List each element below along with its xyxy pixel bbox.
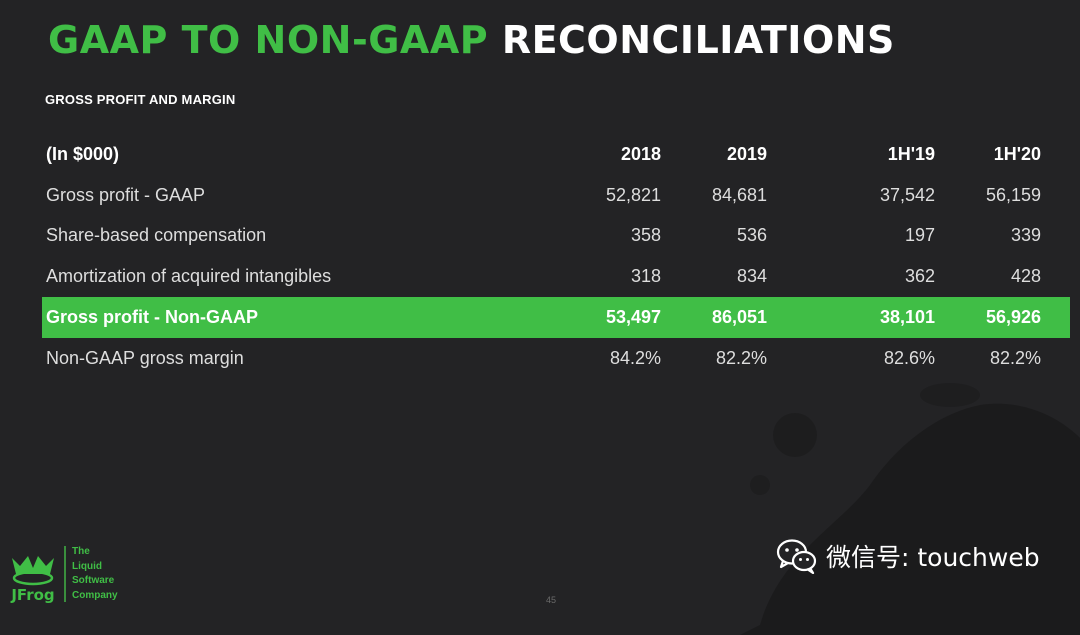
column-header-2018: 2018 — [620, 143, 661, 164]
wechat-icon — [776, 539, 817, 574]
table-cell: 84,681 — [711, 184, 767, 205]
table-cell: 86,051 — [661, 297, 767, 338]
table-cell: 318 — [630, 266, 661, 287]
table-cell: 358 — [630, 225, 661, 246]
table-cell: 82.2% — [989, 347, 1041, 368]
section-subtitle: GROSS PROFIT AND MARGIN — [45, 92, 236, 107]
table-cell: 38,101 — [829, 297, 935, 338]
table-row: Non-GAAP gross margin 84.2% 82.2% 82.6% … — [42, 338, 1070, 379]
unit-label: (In $000) — [46, 143, 120, 164]
row-label: Gross profit - Non-GAAP — [42, 297, 504, 338]
jfrog-logo: JFrog — [10, 556, 55, 604]
column-header-1h20: 1H'20 — [993, 143, 1041, 164]
table-header-row: (In $000) 2018 2019 1H'19 1H'20 — [42, 134, 1070, 175]
table-cell: 834 — [736, 266, 767, 287]
table-row: Amortization of acquired intangibles 318… — [42, 256, 1070, 297]
title-green-part: GAAP TO NON-GAAP — [48, 18, 489, 62]
background-splash-graphic — [740, 383, 1080, 635]
tagline-line: Software — [72, 575, 115, 586]
table-cell: 53,497 — [504, 297, 661, 338]
logo-wordmark: JFrog — [10, 586, 54, 604]
tagline-line: Liquid — [72, 560, 102, 572]
table-cell: 362 — [904, 266, 935, 287]
logo-divider — [64, 546, 66, 602]
table-cell: 197 — [904, 225, 935, 246]
table-cell: 82.2% — [715, 347, 767, 368]
table-cell: 82.6% — [883, 347, 935, 368]
row-label: Gross profit - GAAP — [46, 184, 206, 205]
table-cell: 84.2% — [609, 347, 661, 368]
row-label: Share-based compensation — [46, 225, 267, 246]
row-label: Amortization of acquired intangibles — [46, 266, 332, 287]
table-cell: 52,821 — [605, 184, 661, 205]
title-white-part: RECONCILIATIONS — [501, 18, 895, 62]
table-cell: 56,159 — [985, 184, 1041, 205]
page-title: GAAP TO NON-GAAP RECONCILIATIONS — [48, 18, 895, 62]
column-header-2019: 2019 — [726, 143, 767, 164]
table-cell: 339 — [1010, 225, 1041, 246]
tagline-line: The — [72, 546, 90, 557]
highlighted-total-row: Gross profit - Non-GAAP 53,497 86,051 38… — [42, 297, 1070, 338]
table-cell: 56,926 — [935, 297, 1041, 338]
wechat-watermark: 微信号: touchweb — [776, 538, 1040, 574]
page-number: 45 — [546, 595, 557, 605]
column-header-1h19: 1H'19 — [887, 143, 935, 164]
row-label: Non-GAAP gross margin — [46, 347, 244, 368]
table-cell: 37,542 — [879, 184, 935, 205]
table-row: Share-based compensation 358 536 197 339 — [42, 216, 1070, 257]
table-row: Gross profit - GAAP 52,821 84,681 37,542… — [42, 175, 1070, 216]
watermark-text: 微信号: touchweb — [826, 543, 1040, 572]
tagline-line: Company — [72, 589, 118, 601]
table-cell: 536 — [736, 225, 767, 246]
company-tagline: The Liquid Software Company — [72, 545, 118, 603]
reconciliation-table: (In $000) 2018 2019 1H'19 1H'20 Gross pr… — [42, 134, 1070, 379]
table-cell: 428 — [1010, 266, 1041, 287]
